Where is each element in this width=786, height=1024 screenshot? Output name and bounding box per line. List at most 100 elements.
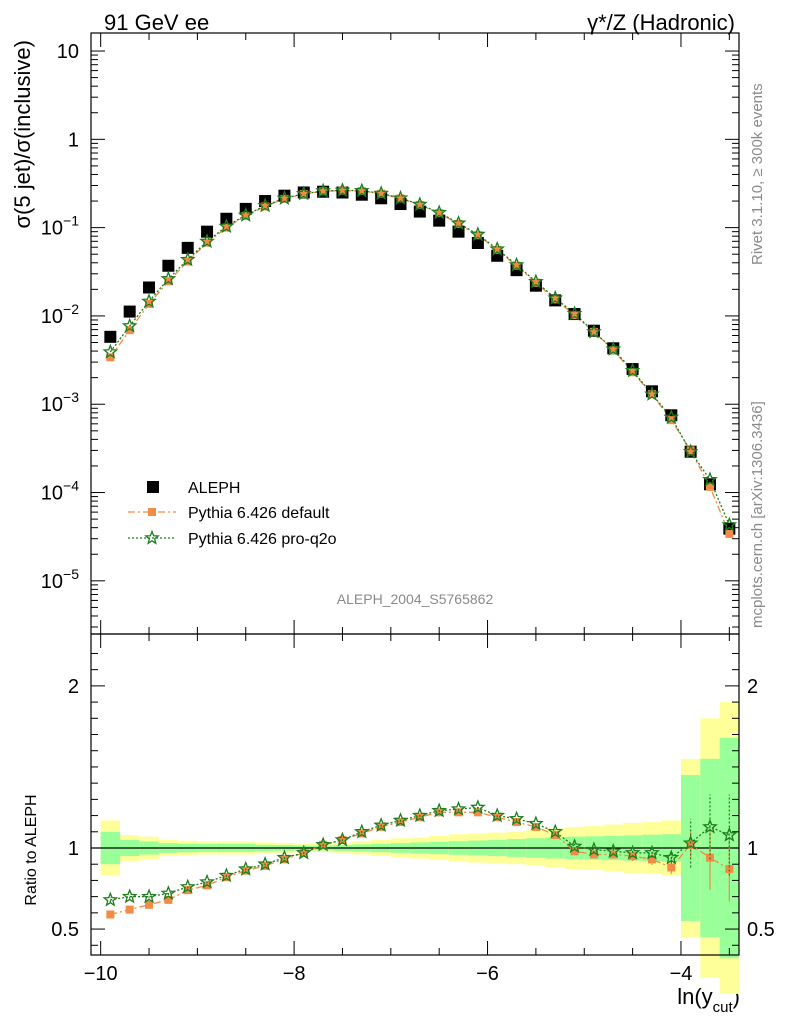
x-axis-label: ln(ycut): [677, 984, 740, 1016]
ratio-point-pythia-default: [357, 829, 366, 838]
data-point-pythia-default: [377, 189, 386, 198]
y-tick-mantissa: 10: [41, 218, 63, 240]
data-point-aleph: [123, 305, 136, 318]
y-tick-label-main: 10−4: [41, 478, 79, 505]
ratio-point-pythia-default: [261, 861, 270, 870]
x-tick-label: −4: [670, 963, 693, 985]
data-point-aleph: [471, 236, 484, 249]
data-point-pythia-proq2o: [605, 340, 622, 356]
y-tick-exponent: −2: [63, 301, 79, 317]
ratio-point-pythia-proq2o: [392, 812, 409, 828]
data-point-pythia-default: [493, 245, 502, 254]
legend-label-pythia-proq2o: Pythia 6.426 pro-q2o: [188, 531, 337, 548]
data-point-pythia-proq2o: [315, 182, 332, 198]
data-point-pythia-proq2o: [624, 362, 641, 378]
data-point-aleph: [162, 259, 175, 272]
data-point-aleph: [181, 241, 194, 254]
ratio-point-pythia-proq2o: [489, 807, 506, 823]
x-axis-label-main: ln(y: [677, 984, 712, 1009]
data-point-pythia-default: [628, 368, 637, 377]
data-point-pythia-proq2o: [431, 204, 448, 220]
ratio-point-pythia-proq2o: [644, 844, 660, 860]
x-tick-label: −8: [283, 963, 306, 985]
y-tick-mantissa: 10: [41, 394, 63, 416]
x-tick-label: −10: [84, 963, 118, 985]
data-point-pythia-default: [203, 238, 212, 247]
data-point-pythia-proq2o: [721, 516, 738, 532]
y-tick-label-main: 10: [57, 41, 79, 63]
data-point-pythia-proq2o: [586, 323, 602, 339]
y-tick-label-ratio-left: 2: [68, 676, 79, 698]
ratio-point-pythia-default: [667, 863, 676, 872]
data-point-pythia-default: [609, 346, 618, 355]
y-tick-label-main: 10−1: [41, 213, 79, 240]
ratio-point-pythia-proq2o: [547, 823, 564, 839]
x-tick-label: −6: [476, 963, 499, 985]
ratio-point-pythia-proq2o: [276, 849, 293, 865]
ratio-point-pythia-proq2o: [431, 802, 448, 818]
y-tick-label-main: 10−2: [41, 301, 79, 328]
y-tick-mantissa: 10: [41, 571, 63, 593]
data-point-pythia-proq2o: [218, 218, 235, 234]
y-tick-mantissa: 10: [41, 306, 63, 328]
data-point-pythia-proq2o: [121, 317, 138, 333]
ratio-point-pythia-default: [145, 900, 154, 909]
legend-marker-pythia-default: [148, 508, 156, 516]
y-tick-mantissa: 10: [41, 483, 63, 505]
data-point-pythia-proq2o: [160, 270, 177, 286]
data-point-pythia-default: [705, 482, 714, 491]
ratio-plot-frame: [90, 633, 740, 956]
ratio-point-pythia-proq2o: [508, 810, 525, 826]
data-point-pythia-proq2o: [102, 343, 119, 359]
ratio-point-pythia-default: [647, 855, 656, 864]
ratio-point-pythia-default: [415, 813, 424, 822]
ratio-point-pythia-default: [725, 865, 734, 874]
data-point-pythia-default: [261, 202, 270, 211]
data-point-pythia-default: [473, 231, 482, 240]
data-point-pythia-default: [280, 194, 289, 203]
ratio-point-pythia-default: [686, 840, 695, 849]
y-tick-label-main: 10−5: [41, 566, 79, 593]
ratio-point-pythia-proq2o: [334, 831, 351, 847]
data-point-pythia-default: [647, 390, 656, 399]
ratio-point-pythia-default: [435, 808, 444, 817]
y-tick-label-ratio-left: 0.5: [51, 919, 79, 941]
y-tick-label-ratio-right: 0.5: [747, 919, 775, 941]
data-point-pythia-proq2o: [508, 256, 525, 272]
data-point-pythia-default: [725, 529, 734, 538]
data-point-pythia-default: [357, 186, 366, 195]
ratio-point-pythia-default: [589, 850, 598, 859]
y-tick-label-ratio-left: 1: [68, 838, 79, 860]
ratio-point-pythia-proq2o: [353, 823, 370, 839]
ratio-point-pythia-default: [164, 895, 173, 904]
data-point-pythia-default: [222, 223, 231, 232]
ratio-point-pythia-default: [570, 847, 579, 856]
data-point-pythia-default: [589, 327, 598, 336]
ratio-point-pythia-proq2o: [411, 807, 428, 823]
data-point-pythia-proq2o: [566, 305, 583, 321]
y-tick-label-ratio-right: 1: [747, 838, 758, 860]
data-point-aleph: [104, 330, 117, 343]
mcplots-side-label: mcplots.cern.ch [arXiv:1306.3436]: [749, 401, 766, 628]
header-left-title: 91 GeV ee: [104, 10, 209, 35]
data-point-pythia-default: [551, 295, 560, 304]
ratio-point-pythia-default: [473, 808, 482, 817]
y-tick-label-main: 1: [68, 129, 79, 151]
data-point-pythia-default: [106, 353, 115, 362]
data-point-pythia-proq2o: [334, 182, 351, 198]
data-point-pythia-default: [125, 326, 134, 335]
legend-label-aleph: ALEPH: [188, 480, 240, 497]
ratio-point-pythia-proq2o: [682, 834, 699, 850]
data-point-aleph: [201, 225, 214, 238]
data-point-pythia-default: [531, 278, 540, 287]
ratio-point-pythia-default: [241, 866, 250, 875]
ratio-point-pythia-proq2o: [160, 885, 177, 901]
data-point-pythia-default: [241, 211, 250, 220]
data-point-pythia-proq2o: [644, 385, 660, 401]
main-y-axis-label: σ(5 jet)/σ(inclusive): [10, 40, 35, 229]
y-tick-exponent: −3: [63, 389, 79, 405]
data-point-pythia-default: [686, 446, 695, 455]
rivet-side-label: Rivet 3.1.10, ≥ 300k events: [749, 83, 766, 265]
data-point-pythia-default: [570, 311, 579, 320]
ratio-point-pythia-proq2o: [315, 836, 332, 852]
